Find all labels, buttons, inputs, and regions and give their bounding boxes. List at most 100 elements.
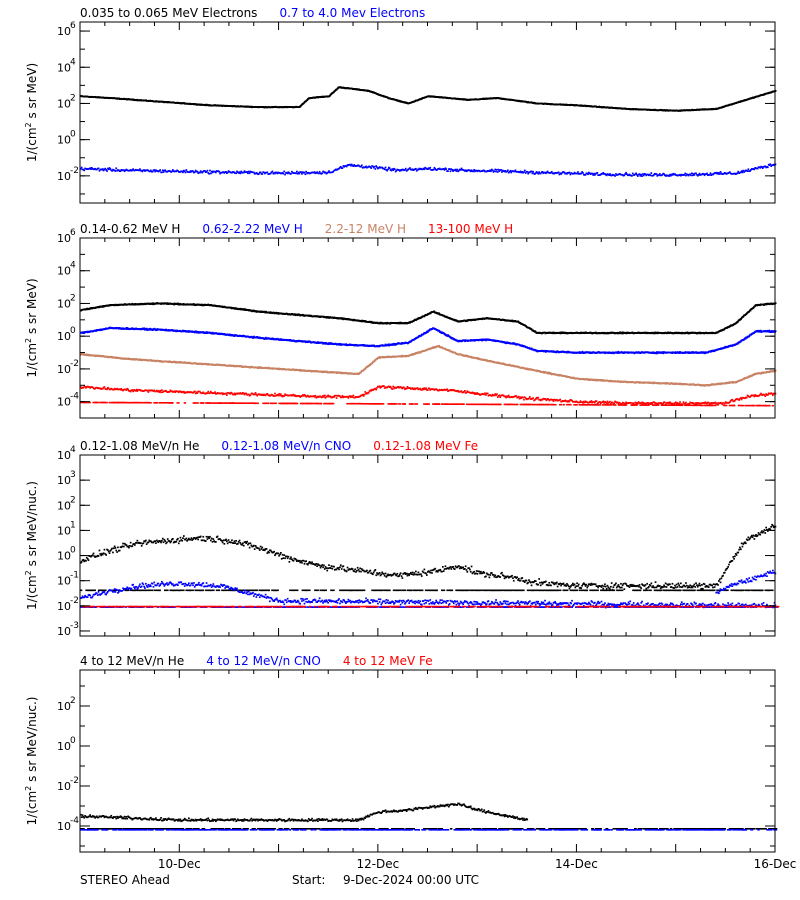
data-point: [693, 174, 696, 176]
data-point: [380, 166, 383, 169]
data-point: [370, 321, 373, 324]
data-point: [234, 172, 237, 174]
data-point: [245, 171, 248, 174]
data-point: [772, 164, 774, 167]
data-point: [638, 173, 641, 175]
data-point: [204, 170, 206, 172]
data-point: [96, 168, 98, 171]
data-point: [637, 173, 640, 176]
data-point: [636, 174, 638, 176]
data-point: [411, 168, 414, 171]
data-point: [691, 172, 693, 175]
data-point: [242, 171, 245, 174]
data-point: [395, 99, 398, 101]
data-point: [173, 303, 176, 306]
data-point: [80, 168, 82, 170]
data-point: [178, 171, 181, 173]
data-point: [658, 173, 661, 175]
data-point: [151, 170, 154, 173]
data-point: [526, 171, 529, 173]
data-point: [756, 167, 759, 170]
data-point: [278, 172, 280, 174]
data-point: [400, 169, 403, 172]
data-point: [510, 171, 513, 174]
data-point: [272, 172, 275, 175]
data-point: [163, 169, 166, 172]
data-point: [483, 169, 486, 172]
data-point: [668, 175, 670, 177]
data-point: [618, 173, 621, 175]
data-point: [243, 170, 246, 172]
data-point: [531, 172, 534, 175]
data-point: [138, 169, 140, 172]
data-point: [642, 173, 644, 175]
data-point: [84, 167, 86, 170]
data-point: [141, 170, 144, 173]
data-point: [257, 173, 259, 176]
data-point: [256, 336, 259, 338]
data-point: [397, 169, 399, 171]
data-point: [472, 170, 475, 173]
data-point: [147, 329, 150, 331]
data-point: [377, 167, 380, 169]
data-point: [570, 172, 572, 174]
data-point: [222, 171, 225, 173]
data-point: [180, 170, 183, 173]
data-point: [210, 170, 213, 173]
data-point: [332, 170, 334, 173]
data-point: [149, 170, 151, 173]
data-point: [697, 174, 700, 176]
data-point: [91, 167, 93, 169]
data-point: [561, 332, 564, 334]
data-point: [251, 171, 253, 173]
data-point: [314, 172, 317, 175]
data-point: [429, 166, 432, 169]
data-point: [577, 171, 579, 173]
y-tick-exponent: -2: [70, 166, 79, 176]
data-point: [701, 173, 703, 176]
data-point: [434, 168, 437, 170]
data-point: [644, 173, 647, 175]
data-point: [451, 169, 453, 171]
data-point: [298, 172, 301, 175]
data-point: [119, 170, 122, 172]
data-point: [739, 171, 741, 174]
data-point: [685, 173, 688, 175]
data-point: [504, 170, 507, 172]
data-point: [457, 170, 459, 173]
data-point: [184, 171, 187, 174]
data-point: [584, 173, 587, 176]
data-point: [326, 172, 329, 174]
data-point: [388, 167, 391, 170]
data-point: [747, 168, 750, 171]
data-point: [168, 170, 171, 172]
data-point: [532, 329, 534, 332]
data-point: [585, 172, 588, 175]
data-point: [98, 169, 101, 172]
data-point: [165, 170, 167, 173]
data-point: [258, 171, 261, 174]
data-point: [501, 171, 503, 173]
data-point: [689, 173, 691, 176]
data-point: [151, 303, 154, 306]
data-point: [230, 306, 233, 309]
data-point: [316, 171, 318, 173]
data-point: [767, 166, 769, 169]
data-point: [231, 171, 234, 173]
data-point: [152, 302, 155, 304]
data-point: [109, 168, 112, 170]
data-point: [753, 168, 756, 171]
y-tick-exponent: 6: [70, 21, 76, 31]
data-point: [754, 305, 756, 308]
data-point: [172, 169, 174, 171]
panel-1-series-1: [80, 86, 777, 112]
data-point: [203, 170, 205, 172]
data-point: [460, 167, 463, 170]
data-point: [580, 172, 583, 175]
data-point: [391, 168, 394, 170]
data-point: [281, 171, 284, 174]
data-point: [455, 170, 458, 172]
data-point: [534, 330, 537, 333]
data-point: [622, 174, 625, 177]
data-point: [704, 173, 707, 175]
